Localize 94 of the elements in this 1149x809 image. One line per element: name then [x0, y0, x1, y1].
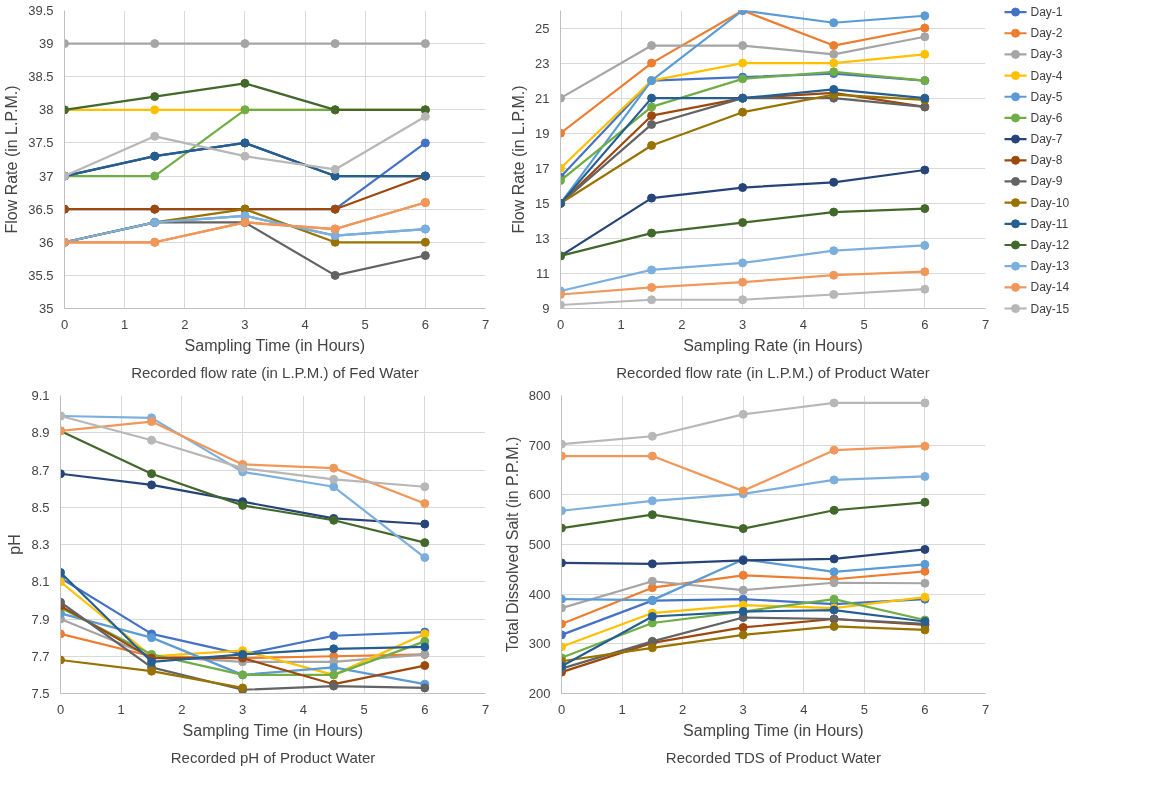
- x-tick-label: 7: [481, 316, 490, 332]
- x-tick-label: 6: [421, 316, 429, 332]
- x-tick-label: 3: [239, 701, 247, 717]
- legend-label: Day-13: [1030, 259, 1070, 274]
- y-tick-label: 35.5: [28, 267, 54, 283]
- x-tick-label: 7: [981, 316, 990, 332]
- y-tick-label: 7.7: [31, 648, 50, 664]
- y-tick-label: 9.1: [31, 388, 50, 403]
- legend-label: Day-9: [1030, 174, 1063, 189]
- y-tick-label: 15: [535, 195, 550, 211]
- legend-label: Day-11: [1030, 216, 1069, 231]
- x-tick-label: 5: [361, 316, 369, 332]
- legend-label: Day-8: [1030, 153, 1063, 168]
- x-tick-label: 7: [481, 701, 490, 717]
- x-tick-label: 6: [921, 701, 929, 717]
- x-axis-title: Sampling Rate (in Hours): [683, 336, 863, 354]
- x-tick-label: 2: [181, 316, 189, 332]
- y-tick-label: 36.5: [28, 201, 54, 217]
- y-tick-label: 700: [528, 437, 551, 453]
- legend-label: Day-5: [1030, 89, 1063, 104]
- x-tick-label: 3: [739, 701, 747, 717]
- text: Recorded flow rate (in L.P.M.) of Fed Water: [131, 363, 419, 381]
- y-axis-title: pH: [6, 534, 24, 555]
- x-tick-label: 7: [981, 701, 990, 717]
- y-tick-label: 23: [535, 55, 550, 71]
- text: Recorded TDS of Product Water: [665, 748, 881, 766]
- y-tick-label: 39.5: [28, 3, 54, 18]
- y-tick-label: 400: [528, 586, 551, 602]
- y-tick-label: 200: [528, 686, 551, 701]
- y-tick-label: 500: [528, 537, 551, 552]
- y-tick-label: 21: [535, 90, 550, 106]
- y-tick-label: 9: [542, 301, 550, 316]
- x-tick-label: 5: [360, 701, 368, 717]
- x-tick-label: 0: [56, 701, 65, 717]
- y-tick-label: 39: [39, 36, 54, 52]
- y-tick-label: 8.9: [31, 425, 50, 441]
- x-tick-label: 6: [921, 316, 929, 332]
- y-tick-label: 36: [39, 234, 54, 250]
- x-tick-label: 5: [860, 701, 868, 717]
- legend-label: Day-7: [1030, 132, 1063, 147]
- y-axis-title: Flow Rate (in L.P.M.): [510, 85, 528, 234]
- legend-label: Day-4: [1030, 68, 1063, 83]
- legend-label: Day-2: [1030, 26, 1063, 41]
- x-tick-label: 2: [678, 316, 686, 332]
- y-tick-label: 800: [528, 388, 551, 403]
- y-tick-label: 38.5: [28, 69, 54, 85]
- x-tick-label: 2: [178, 701, 186, 717]
- text: Recorded pH of Product Water: [170, 748, 376, 766]
- x-tick-label: 0: [557, 701, 566, 717]
- text: Recorded flow rate (in L.P.M.) of Product Water: [616, 363, 930, 381]
- y-axis-title: Flow Rate (in L.P.M.): [3, 85, 21, 234]
- x-tick-label: 3: [241, 316, 249, 332]
- legend-label: Day-6: [1030, 110, 1063, 125]
- y-tick-label: 25: [535, 20, 550, 36]
- legend-label: Day-3: [1030, 47, 1063, 62]
- y-tick-label: 7.9: [31, 611, 50, 627]
- x-tick-label: 2: [679, 701, 687, 717]
- x-axis-title: Sampling Time (in Hours): [683, 721, 864, 739]
- x-tick-label: 1: [617, 316, 625, 332]
- x-axis-title: Sampling Time (in Hours): [182, 721, 364, 739]
- legend-label: Day-15: [1030, 301, 1070, 316]
- x-tick-label: 0: [60, 316, 69, 332]
- y-tick-label: 37: [39, 168, 54, 184]
- y-tick-label: 17: [535, 160, 550, 176]
- x-tick-label: 3: [739, 316, 747, 332]
- x-tick-label: 4: [799, 316, 807, 332]
- y-axis-title: Total Dissolved Salt (in P.P.M.): [503, 436, 521, 653]
- x-tick-label: 4: [299, 701, 307, 717]
- y-tick-label: 35: [39, 301, 54, 316]
- x-tick-label: 6: [421, 701, 429, 717]
- x-tick-label: 1: [117, 701, 125, 717]
- y-tick-label: 37.5: [28, 135, 54, 151]
- y-tick-label: 11: [536, 265, 550, 281]
- x-tick-label: 1: [618, 701, 626, 717]
- y-tick-label: 8.3: [31, 537, 50, 552]
- legend-label: Day-1: [1030, 5, 1063, 20]
- y-tick-label: 7.5: [31, 686, 50, 701]
- x-tick-label: 1: [121, 316, 129, 332]
- x-tick-label: 0: [556, 316, 565, 332]
- y-tick-label: 600: [528, 487, 551, 503]
- y-tick-label: 8.7: [31, 462, 50, 478]
- x-tick-label: 4: [301, 316, 309, 332]
- x-axis-title: Sampling Time (in Hours): [184, 336, 366, 354]
- y-tick-label: 8.1: [31, 574, 50, 590]
- x-tick-label: 4: [800, 701, 808, 717]
- legend-label: Day-12: [1030, 237, 1070, 252]
- y-tick-label: 19: [535, 125, 550, 141]
- legend-label: Day-14: [1030, 280, 1070, 295]
- x-tick-label: 5: [860, 316, 868, 332]
- y-tick-label: 13: [535, 230, 550, 246]
- y-tick-label: 8.5: [31, 499, 50, 515]
- legend-label: Day-10: [1030, 195, 1070, 210]
- y-tick-label: 300: [528, 636, 551, 652]
- y-tick-label: 38: [39, 102, 54, 118]
